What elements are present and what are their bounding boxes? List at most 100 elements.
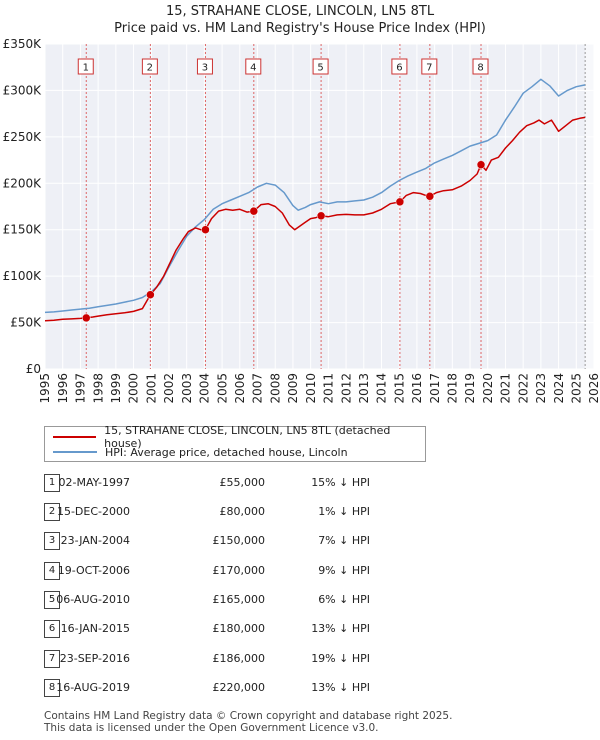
sale-point <box>82 313 91 323</box>
table-row: 2 15-DEC-2000 £80,000 1% ↓ HPI <box>0 501 600 523</box>
sale-price: £186,000 <box>212 652 266 665</box>
y-tick-label: £0 <box>26 362 41 376</box>
x-tick-label: 2011 <box>322 373 336 404</box>
sale-price: £165,000 <box>212 593 266 606</box>
sale-price: £150,000 <box>212 534 266 547</box>
legend: 15, STRAHANE CLOSE, LINCOLN, LN5 8TL (de… <box>44 424 426 462</box>
x-tick-label: 2018 <box>446 373 460 404</box>
sale-date: 23-SEP-2016 <box>59 652 130 665</box>
legend-item-property: 15, STRAHANE CLOSE, LINCOLN, LN5 8TL (de… <box>53 424 425 450</box>
x-tick-label: 2014 <box>375 373 389 404</box>
sale-point <box>425 192 435 201</box>
sale-date: 15-DEC-2000 <box>56 505 130 518</box>
sale-date: 19-OCT-2006 <box>57 564 130 577</box>
sale-date: 02-MAY-1997 <box>58 476 130 489</box>
legend-item-hpi: HPI: Average price, detached house, Linc… <box>53 445 348 459</box>
sale-number-box <box>196 58 213 75</box>
chart-subtitle: Price paid vs. HM Land Registry's House … <box>114 21 486 36</box>
y-tick-label: £250K <box>3 130 43 144</box>
x-tick-label: 2013 <box>357 373 371 404</box>
sale-number: 3 <box>44 532 60 550</box>
x-tick-label: 1996 <box>56 373 70 404</box>
y-tick-label: £200K <box>3 176 43 190</box>
sale-number-box <box>391 58 408 75</box>
sale-hpi-diff: 6% ↓ HPI <box>318 593 370 606</box>
plot-background <box>45 44 594 369</box>
sale-price: £55,000 <box>219 476 266 489</box>
sale-number: 7 <box>44 650 60 668</box>
sale-date: 06-AUG-2010 <box>56 593 130 606</box>
sale-price: £220,000 <box>212 681 266 694</box>
table-row: 4 19-OCT-2006 £170,000 9% ↓ HPI <box>0 560 600 582</box>
y-tick-label: £150K <box>3 223 43 237</box>
series-line-hpi <box>44 78 586 314</box>
sale-number-label: 6 <box>396 63 402 74</box>
x-tick-label: 2016 <box>410 373 424 404</box>
x-tick-label: 2004 <box>198 373 212 404</box>
sale-number: 1 <box>44 474 60 492</box>
legend-label-property: 15, STRAHANE CLOSE, LINCOLN, LN5 8TL (de… <box>104 424 391 450</box>
sale-price: £180,000 <box>212 622 266 635</box>
x-tick-label: 1995 <box>38 373 52 404</box>
table-row: 8 16-AUG-2019 £220,000 13% ↓ HPI <box>0 677 600 699</box>
sale-date: 23-JAN-2004 <box>60 534 130 547</box>
x-tick-label: 2024 <box>552 373 566 404</box>
y-tick-label: £100K <box>3 269 43 283</box>
footer-licence: This data is licensed under the Open Gov… <box>44 722 379 734</box>
footer-copyright: Contains HM Land Registry data © Crown c… <box>44 710 453 722</box>
sale-point <box>476 160 486 169</box>
sale-number-label: 5 <box>317 63 323 74</box>
table-row: 7 23-SEP-2016 £186,000 19% ↓ HPI <box>0 648 600 670</box>
table-row: 1 02-MAY-1997 £55,000 15% ↓ HPI <box>0 472 600 494</box>
sale-point <box>249 206 259 216</box>
sale-number-box <box>472 58 489 75</box>
x-tick-label: 2017 <box>428 373 442 404</box>
x-tick-label: 2021 <box>499 373 513 404</box>
future-region <box>585 44 594 369</box>
sale-number-label: 3 <box>202 63 208 74</box>
sale-number-box <box>312 58 329 75</box>
sale-price: £170,000 <box>212 564 266 577</box>
x-tick-label: 1998 <box>91 373 105 404</box>
table-row: 3 23-JAN-2004 £150,000 7% ↓ HPI <box>0 530 600 552</box>
x-tick-label: 2012 <box>339 373 353 404</box>
sale-number-box <box>245 58 262 75</box>
y-tick-label: £300K <box>3 83 43 97</box>
x-tick-label: 2005 <box>215 373 229 404</box>
sale-number-box <box>77 58 94 75</box>
sale-point <box>146 290 155 299</box>
x-tick-label: 2009 <box>286 373 300 404</box>
sale-number: 5 <box>44 591 60 609</box>
table-row: 6 16-JAN-2015 £180,000 13% ↓ HPI <box>0 618 600 640</box>
sale-hpi-diff: 13% ↓ HPI <box>311 681 370 694</box>
x-tick-label: 2003 <box>180 373 194 404</box>
x-tick-label: 2001 <box>144 373 158 404</box>
sale-hpi-diff: 9% ↓ HPI <box>318 564 370 577</box>
chart-title: 15, STRAHANE CLOSE, LINCOLN, LN5 8TL <box>165 4 435 19</box>
table-row: 5 06-AUG-2010 £165,000 6% ↓ HPI <box>0 589 600 611</box>
sale-number-label: 1 <box>83 63 89 74</box>
x-tick-label: 2002 <box>162 373 176 404</box>
x-tick-label: 2023 <box>534 373 548 404</box>
chart-plot: £0 £50K £100K £150K £200K £250K £300K £350K 1995… <box>3 37 600 404</box>
sale-number: 8 <box>44 679 60 697</box>
sale-number-label: 8 <box>477 63 483 74</box>
legend-swatch-property <box>53 436 97 438</box>
x-tick-label: 1999 <box>109 373 123 404</box>
x-tick-label: 2026 <box>587 373 600 404</box>
sale-hpi-diff: 15% ↓ HPI <box>311 476 370 489</box>
sale-price: £80,000 <box>219 505 266 518</box>
sale-number-label: 4 <box>250 63 256 74</box>
sale-point <box>395 197 405 207</box>
x-tick-label: 2007 <box>251 373 265 404</box>
sale-hpi-diff: 1% ↓ HPI <box>318 505 370 518</box>
x-tick-label: 2015 <box>392 373 406 404</box>
legend-label-hpi: HPI: Average price, detached house, Linc… <box>105 445 348 459</box>
sale-number: 4 <box>44 562 60 580</box>
y-tick-label: £350K <box>3 37 43 51</box>
x-tick-label: 2000 <box>127 373 141 404</box>
sale-date: 16-JAN-2015 <box>60 622 130 635</box>
sale-date: 16-AUG-2019 <box>56 681 130 694</box>
x-tick-label: 2008 <box>268 373 282 404</box>
sale-number-box <box>421 58 438 75</box>
